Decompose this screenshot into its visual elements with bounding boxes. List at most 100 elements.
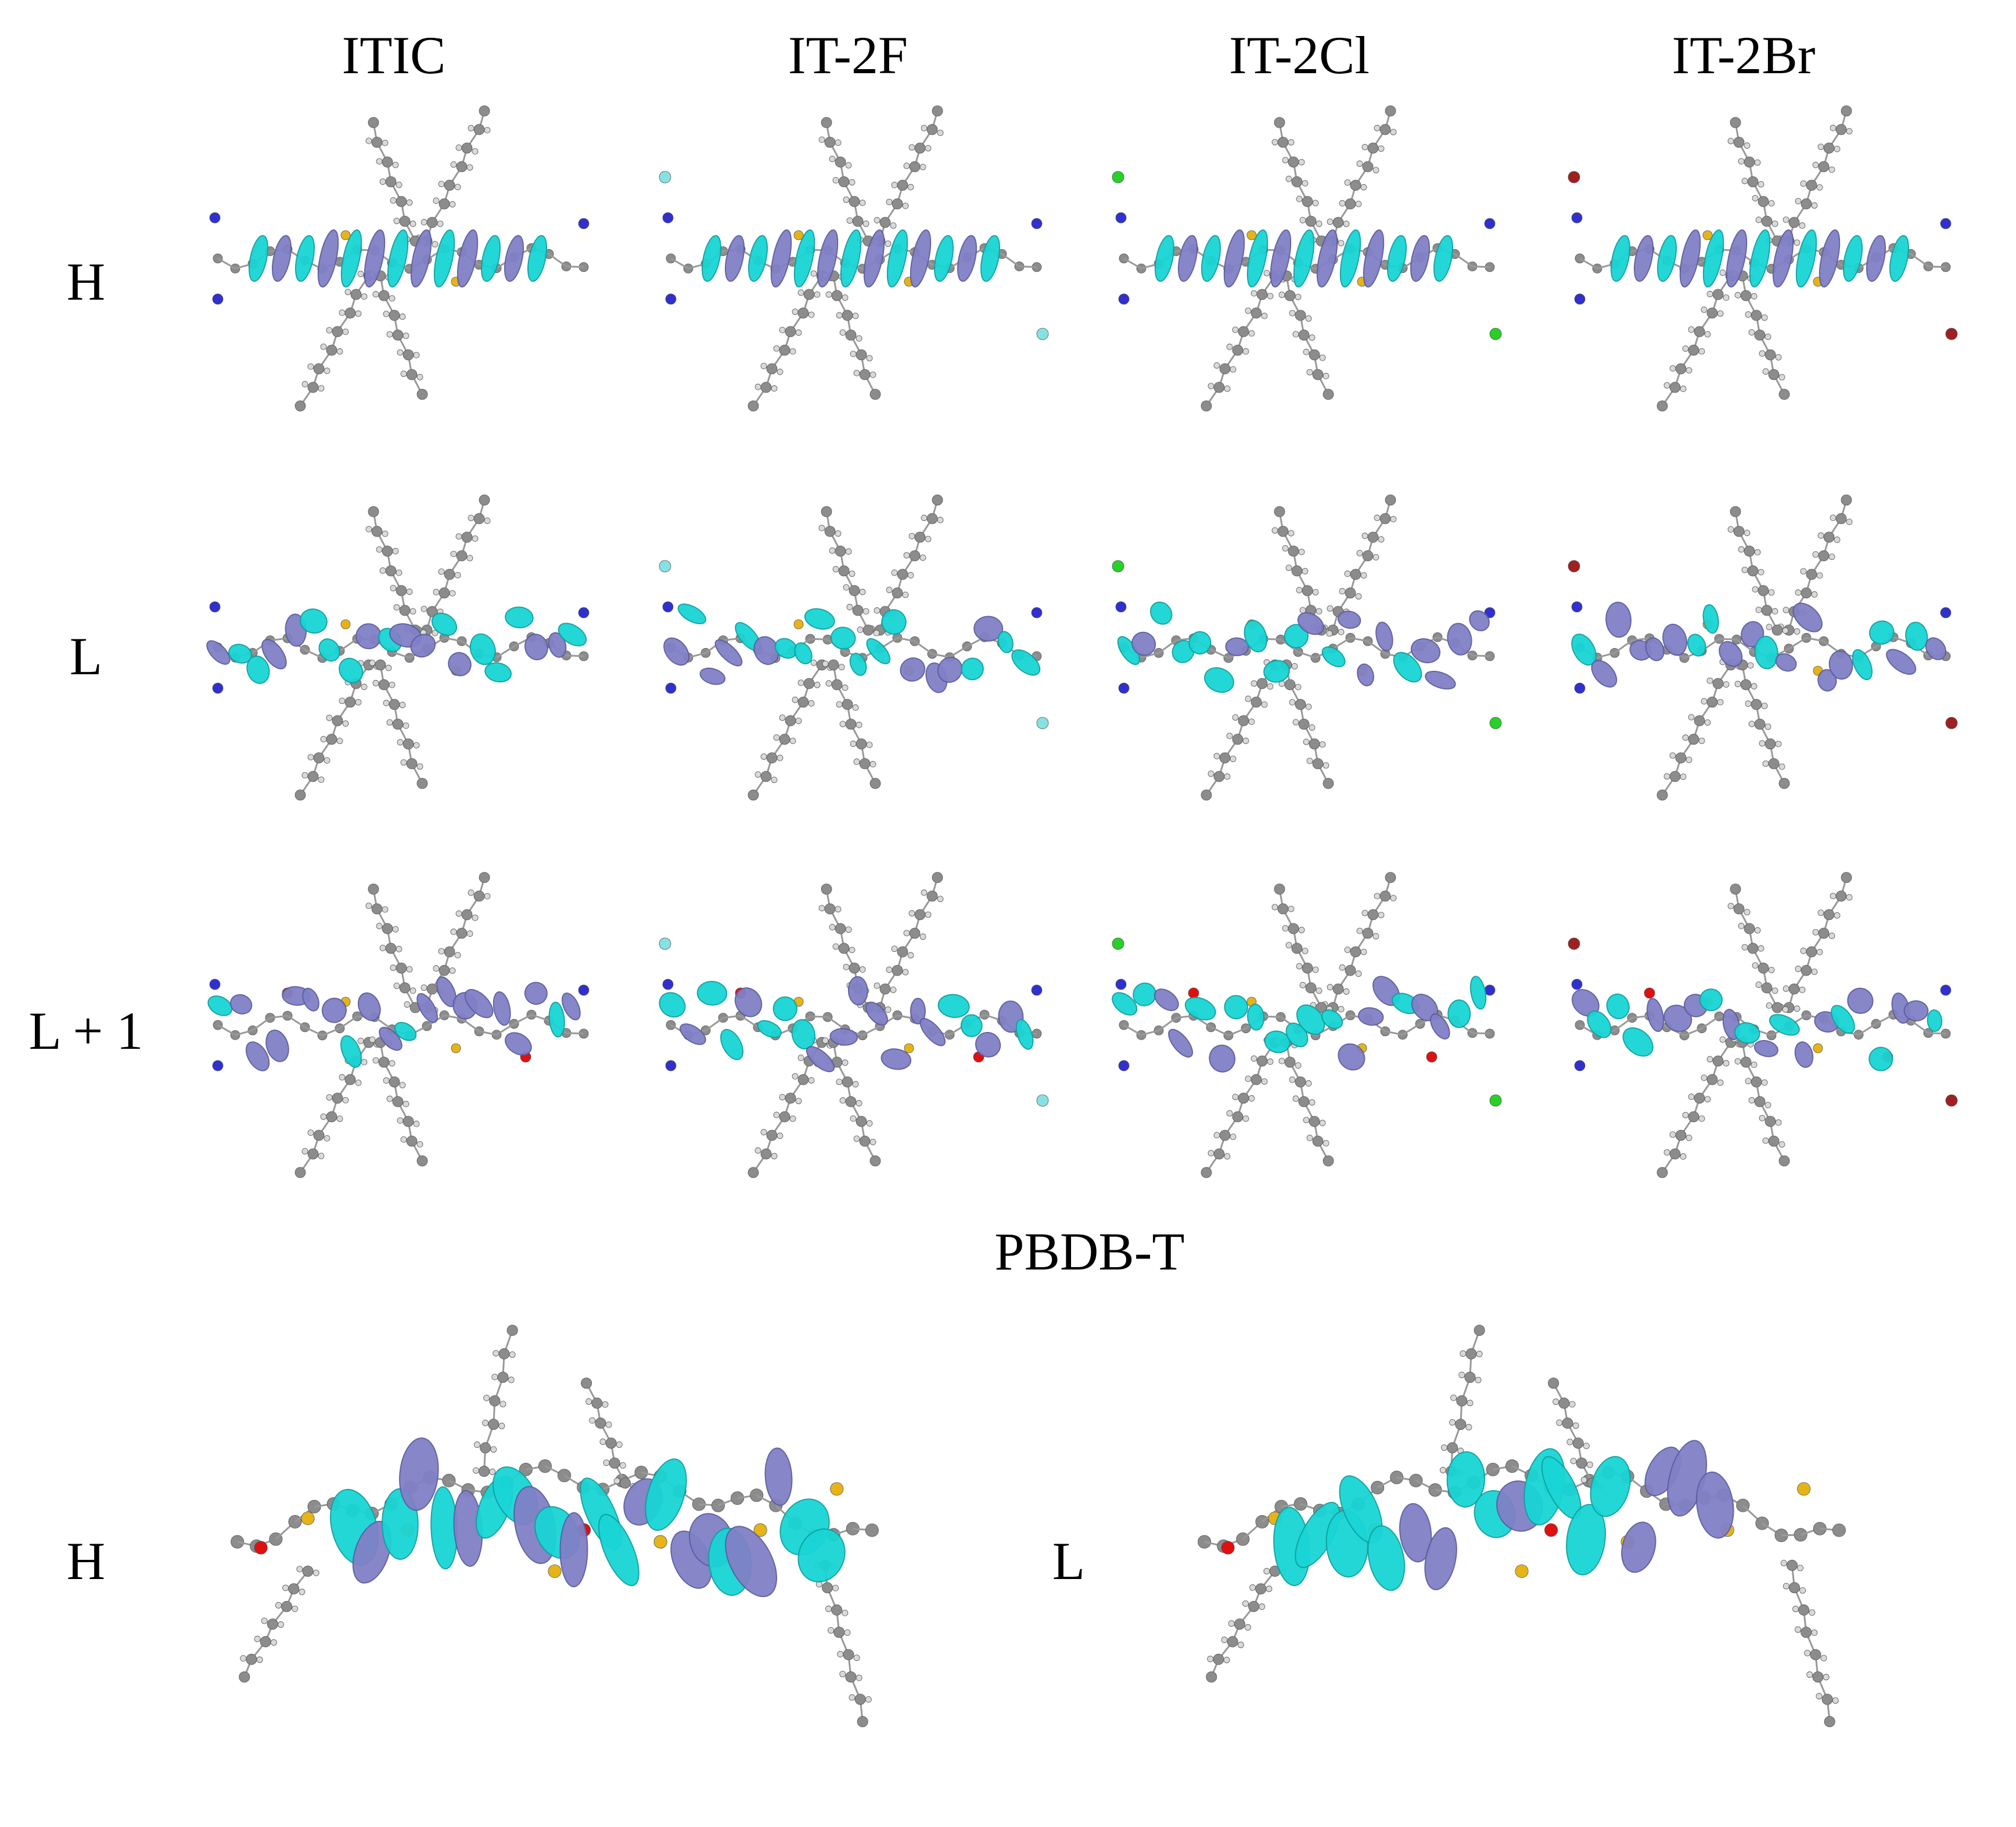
hydrogen-atom (1309, 724, 1316, 731)
carbon-atom (1238, 326, 1249, 337)
orbital-lobe-negative (1591, 660, 1618, 688)
hydrogen-atom (1817, 143, 1824, 150)
carbon-atom (506, 1325, 518, 1336)
bond (496, 1023, 515, 1035)
bond (1176, 1015, 1194, 1019)
orbital-lobe-negative (764, 1447, 793, 1506)
carbon-atom (1806, 946, 1817, 958)
hydrogen-atom (468, 125, 475, 132)
carbon-atom (1818, 927, 1830, 939)
carbon-atom (368, 506, 379, 517)
carbon-atom (382, 156, 393, 168)
carbon-atom (1768, 1135, 1780, 1147)
hydrogen-atom (1701, 698, 1708, 704)
orbital-lobe-negative (561, 992, 581, 1020)
carbon-atom (1730, 117, 1741, 128)
hydrogen-atom (449, 201, 456, 208)
hydrogen-atom (921, 125, 928, 131)
carbon-atom (1835, 890, 1847, 902)
carbon-atom (1234, 1619, 1245, 1630)
carbon-atom (1288, 545, 1299, 557)
halogen-atom (1036, 717, 1049, 729)
carbon-atom (897, 946, 908, 958)
orbital-lobe-negative (1357, 1007, 1384, 1026)
orbital-lobe-negative (1223, 229, 1245, 287)
hydrogen-atom (1361, 909, 1368, 916)
hydrogen-atom (1663, 773, 1670, 780)
hydrogen-atom (1680, 1153, 1687, 1160)
hydrogen-atom (339, 1074, 346, 1081)
hydrogen-atom (808, 311, 815, 318)
carbon-atom (344, 696, 356, 708)
hydrogen-atom (1583, 1443, 1590, 1450)
orbital-lobe-positive (1367, 1525, 1406, 1591)
hydrogen-atom (849, 179, 856, 186)
bond (1001, 253, 1020, 267)
carbon-atom (389, 1076, 400, 1088)
hydrogen-atom (1751, 683, 1758, 690)
nitrogen-atom (1031, 984, 1043, 996)
orbital-lobe-negative (829, 1028, 858, 1046)
orbital-lobe-negative (364, 229, 386, 287)
nitrogen-atom (1118, 293, 1130, 305)
nitrogen-atom (1574, 1060, 1586, 1071)
hydrogen-atom (1795, 965, 1802, 972)
hydrogen-atom (1232, 326, 1239, 333)
hydrogen-atom (1778, 1141, 1785, 1148)
hydrogen-atom (886, 587, 893, 594)
hydrogen-atom (1390, 128, 1397, 135)
orbital-lobe-positive (1754, 635, 1778, 670)
nitrogen-atom (1031, 607, 1043, 618)
carbon-atom (892, 965, 903, 976)
carbon-atom (294, 789, 306, 801)
orbital-lobe-negative (1647, 998, 1665, 1032)
hydrogen-atom (466, 555, 473, 562)
orbital-lobe-negative (1645, 637, 1665, 661)
hydrogen-atom (472, 1467, 479, 1474)
hydrogen-atom (1390, 516, 1397, 523)
bond (897, 636, 915, 642)
hydrogen-atom (856, 1100, 863, 1107)
polymer-panel-lumo (1167, 1295, 1876, 1794)
orbital-lobe-positive (701, 235, 722, 282)
hydrogen-atom (1828, 933, 1835, 939)
hydrogen-atom (1688, 1094, 1695, 1100)
carbon-atom (1274, 506, 1285, 517)
hydrogen-atom (754, 771, 761, 778)
carbon-atom (833, 1627, 845, 1638)
hydrogen-atom (1698, 738, 1705, 745)
orbital-lobe-negative (379, 1027, 403, 1051)
carbon-atom (779, 344, 790, 356)
hydrogen-atom (808, 1077, 815, 1084)
carbon-atom (416, 1155, 428, 1167)
hydrogen-atom (797, 679, 804, 686)
oxygen-atom (1188, 987, 1199, 999)
hydrogen-atom (275, 1602, 282, 1609)
bond (269, 637, 288, 642)
hydrogen-atom (466, 164, 473, 171)
orbital-lobe-positive (772, 996, 797, 1022)
hydrogen-atom (1374, 125, 1381, 131)
hydrogen-atom (1717, 699, 1724, 706)
hydrogen-atom (1719, 269, 1726, 276)
orbital-lobe-positive (1264, 1030, 1291, 1053)
orbital-lobe-positive (1905, 621, 1928, 651)
carbon-atom (439, 587, 450, 599)
carbon-atom (849, 196, 860, 207)
carbon-atom (1751, 699, 1762, 710)
hydrogen-atom (421, 219, 427, 225)
hydrogen-atom (1221, 1637, 1228, 1643)
hydrogen-atom (1816, 1693, 1823, 1700)
hydrogen-atom (1237, 1641, 1244, 1648)
hydrogen-atom (1271, 904, 1278, 911)
hydrogen-atom (1795, 1626, 1801, 1633)
hydrogen-atom (792, 308, 799, 315)
hydrogen-atom (393, 604, 400, 611)
carbon-atom (1740, 290, 1752, 301)
carbon-atom (1316, 1002, 1327, 1013)
carbon-atom (396, 962, 407, 974)
bond (1788, 637, 1807, 650)
bond (1579, 257, 1598, 269)
carbon-atom (307, 771, 319, 782)
orbital-lobe-positive (645, 1458, 687, 1531)
